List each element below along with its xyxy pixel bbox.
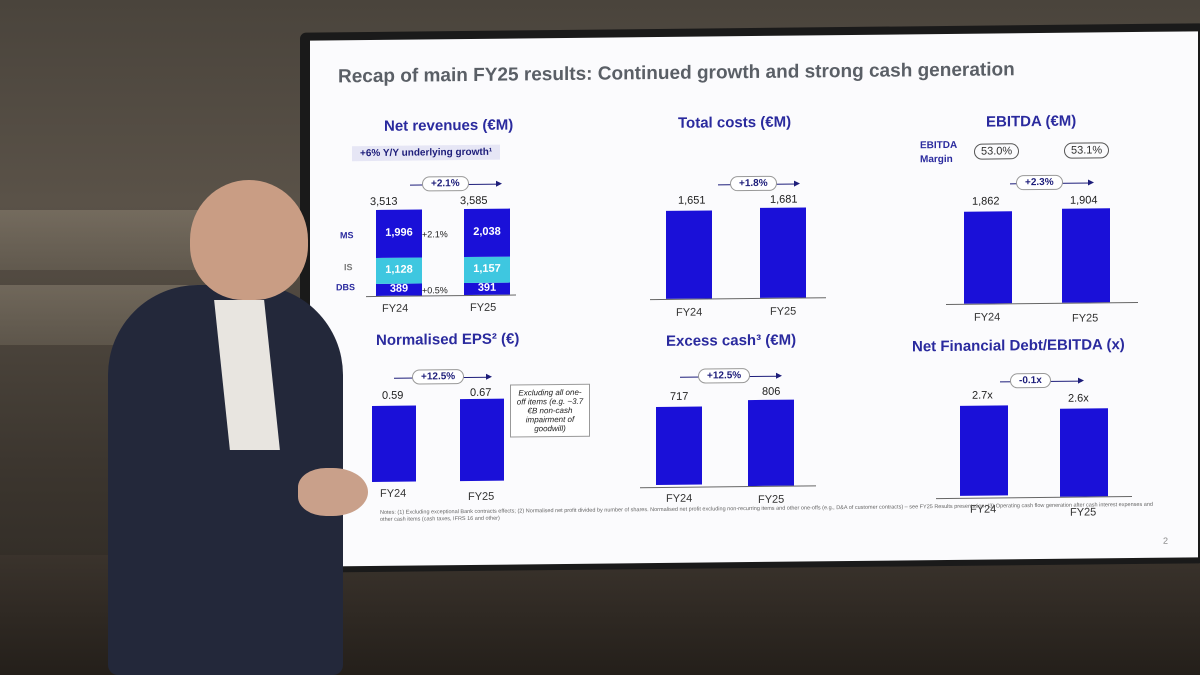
dbs-growth: +0.5% — [422, 285, 448, 296]
dbs-label: DBS — [336, 282, 356, 293]
nfd-baseline — [936, 496, 1132, 500]
net-revenues-dbs-value: 389 — [389, 282, 409, 295]
wall-shelf — [0, 210, 200, 270]
ebitda-value-fy24: 1,862 — [972, 195, 1000, 208]
ebitda-x-fy24: FY24 — [974, 311, 1001, 324]
excess-cash-bar-fy24 — [656, 406, 702, 486]
eps-callout: Excluding all one-off items (e.g. ~3.7 €… — [510, 383, 590, 438]
net-revenues-dbs-segment: 391 — [464, 281, 510, 296]
ms-growth: +2.1% — [422, 229, 448, 240]
eps-x-fy24: FY24 — [380, 487, 407, 500]
net-revenues-title: Net revenues (€M) — [384, 116, 514, 135]
total-costs-x-fy24: FY24 — [676, 306, 703, 319]
net-revenues-dbs-segment: 389 — [376, 282, 422, 296]
nfd-ebitda-title: Net Financial Debt/EBITDA (x) — [912, 336, 1125, 356]
eps-growth: +12.5% — [412, 369, 465, 385]
excess-cash-growth: +12.5% — [698, 368, 751, 384]
underlying-growth-pill: +6% Y/Y underlying growth¹ — [352, 144, 501, 162]
ebitda-margin-label-1: EBITDA — [920, 139, 958, 152]
net-revenues-growth: +2.1% — [422, 175, 469, 192]
total-costs-growth: +1.8% — [730, 175, 777, 192]
presenter-hands — [298, 468, 368, 516]
total-costs-x-fy25: FY25 — [770, 305, 797, 318]
excess-cash-x-fy25: FY25 — [758, 493, 785, 506]
footnotes: Notes: (1) Excluding exceptional Bank co… — [380, 501, 1153, 523]
excess-cash-bar-fy25 — [748, 399, 794, 487]
net-revenues-is-segment: 1,128 — [376, 257, 422, 284]
eps-bar-fy25 — [460, 398, 504, 482]
ebitda-margin-fy24: 53.0% — [974, 143, 1020, 160]
is-label: IS — [344, 262, 353, 273]
net-revenues-total-fy25: 3,585 — [460, 194, 488, 208]
slide-title: Recap of main FY25 results: Continued gr… — [338, 59, 1015, 88]
presenter-head — [190, 180, 308, 300]
eps-bar-fy24 — [372, 405, 416, 483]
eps-title: Normalised EPS² (€) — [376, 330, 520, 349]
ebitda-growth: +2.3% — [1016, 174, 1063, 191]
net-revenues-baseline — [366, 294, 516, 298]
total-costs-title: Total costs (€M) — [678, 113, 792, 132]
nfd-bar-fy24 — [960, 405, 1008, 496]
eps-x-fy25: FY25 — [468, 490, 495, 503]
ebitda-margin-fy25: 53.1% — [1064, 142, 1110, 159]
net-revenues-ms-segment: 2,038 — [464, 208, 510, 258]
net-revenues-ms-value: 2,038 — [473, 225, 501, 238]
eps-value-fy25: 0.67 — [470, 386, 492, 399]
ebitda-title: EBITDA (€M) — [986, 112, 1077, 131]
nfd-value-fy25: 2.6x — [1068, 392, 1089, 405]
total-costs-bar-fy25 — [760, 207, 806, 298]
presentation-screen: Recap of main FY25 results: Continued gr… — [310, 31, 1198, 567]
net-revenues-ms-value: 1,996 — [385, 226, 413, 239]
excess-cash-title: Excess cash³ (€M) — [666, 331, 797, 350]
ebitda-margin-label-2: Margin — [920, 153, 953, 166]
net-revenues-is-value: 1,157 — [473, 262, 501, 275]
ebitda-bar-fy24 — [964, 211, 1012, 304]
eps-value-fy24: 0.59 — [382, 389, 404, 402]
total-costs-bar-fy24 — [666, 210, 712, 299]
total-costs-value-fy25: 1,681 — [770, 193, 798, 206]
net-revenues-dbs-value: 391 — [477, 281, 497, 294]
excess-cash-value-fy24: 717 — [670, 390, 689, 403]
net-revenues-ms-segment: 1,996 — [376, 209, 422, 258]
nfd-bar-fy25 — [1060, 408, 1108, 497]
excess-cash-baseline — [640, 485, 816, 489]
ebitda-value-fy25: 1,904 — [1070, 194, 1098, 207]
excess-cash-x-fy24: FY24 — [666, 492, 693, 505]
excess-cash-value-fy25: 806 — [762, 385, 781, 398]
ms-label: MS — [340, 230, 354, 241]
net-revenues-x-fy24: FY24 — [382, 302, 409, 315]
ebitda-bar-fy25 — [1062, 208, 1110, 303]
total-costs-value-fy24: 1,651 — [678, 194, 706, 207]
nfd-value-fy24: 2.7x — [972, 389, 993, 402]
net-revenues-total-fy24: 3,513 — [370, 195, 398, 209]
net-revenues-is-segment: 1,157 — [464, 256, 510, 284]
page-number: 2 — [1162, 535, 1168, 546]
ebitda-x-fy25: FY25 — [1072, 312, 1099, 325]
nfd-growth: -0.1x — [1010, 372, 1051, 389]
net-revenues-is-value: 1,128 — [385, 263, 413, 276]
net-revenues-x-fy25: FY25 — [470, 301, 497, 314]
